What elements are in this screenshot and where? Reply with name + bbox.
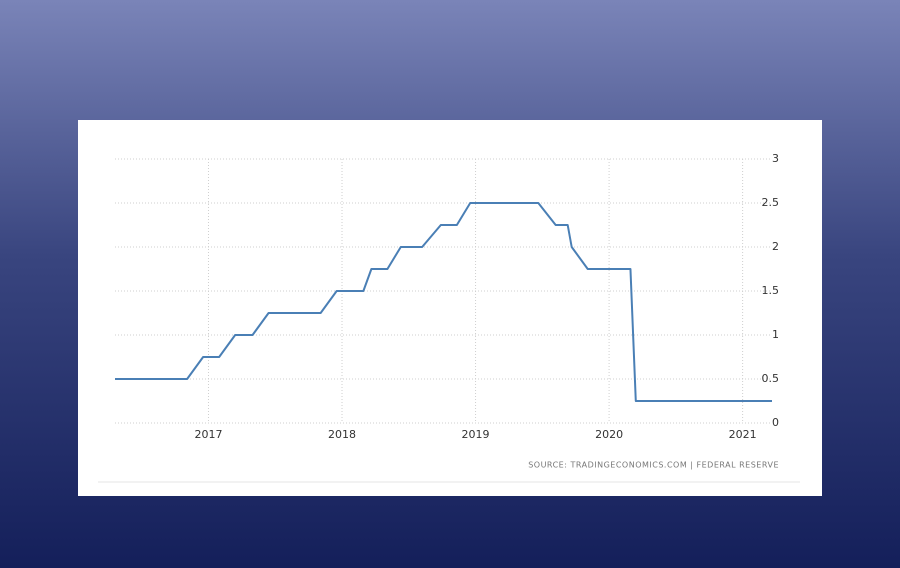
y-tick-label: 2.5 — [762, 196, 780, 209]
x-tick-label: 2021 — [729, 428, 757, 441]
y-tick-label: 0 — [772, 416, 779, 429]
line-series — [115, 202, 772, 402]
y-tick-label: 1 — [772, 328, 779, 341]
plot: 0 0.5 1 1.5 2 2.5 3 2017 2018 2019 2020 2021 — [115, 152, 779, 441]
y-tick-label: 0.5 — [762, 372, 780, 385]
x-tick-label: 2019 — [462, 428, 490, 441]
y-tick-label: 3 — [772, 152, 779, 165]
chart-card — [78, 120, 822, 496]
y-tick-label: 1.5 — [762, 284, 780, 297]
x-tick-label: 2020 — [595, 428, 623, 441]
x-tick-label: 2017 — [194, 428, 222, 441]
x-tick-label: 2018 — [328, 428, 356, 441]
source-note: SOURCE: TRADINGECONOMICS.COM | FEDERAL R… — [528, 461, 779, 470]
y-tick-label: 2 — [772, 240, 779, 253]
